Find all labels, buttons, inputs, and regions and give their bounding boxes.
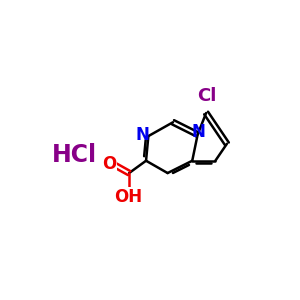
Text: Cl: Cl <box>197 87 217 105</box>
Text: N: N <box>136 126 149 144</box>
Text: HCl: HCl <box>52 143 97 167</box>
Text: N: N <box>192 123 206 141</box>
Text: OH: OH <box>114 188 142 206</box>
Text: O: O <box>102 155 116 173</box>
